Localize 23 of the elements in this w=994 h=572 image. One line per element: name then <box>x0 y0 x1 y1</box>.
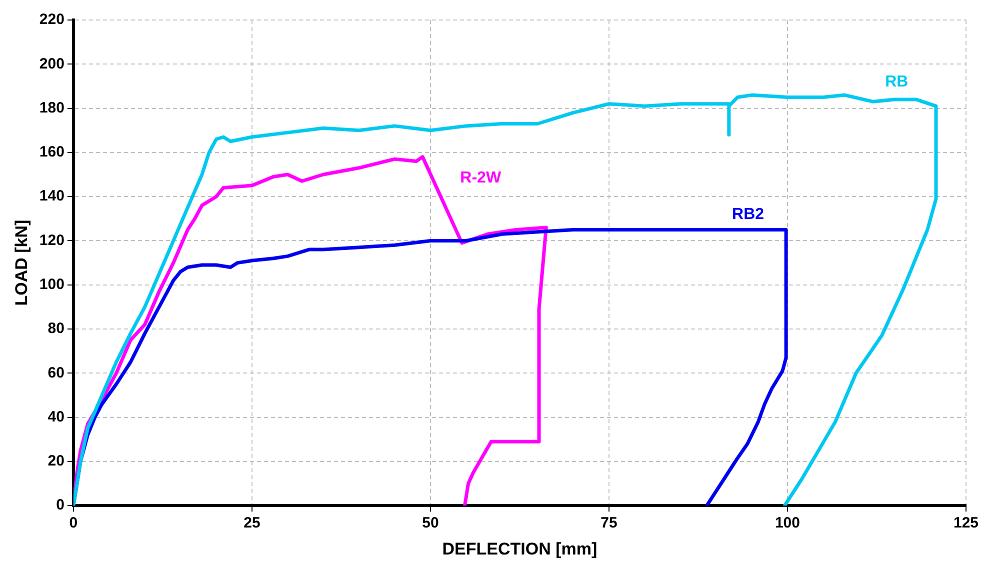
y-tick-label: 200 <box>39 55 64 72</box>
y-tick-label: 180 <box>39 99 64 116</box>
y-axis-title: LOAD [kN] <box>12 220 31 306</box>
y-tick-label: 80 <box>48 320 64 338</box>
series-label: RB <box>885 73 908 90</box>
y-tick-label: 100 <box>39 276 64 294</box>
x-tick-label: 75 <box>600 514 618 532</box>
x-tick-label: 100 <box>774 514 800 532</box>
y-tick-label: 20 <box>48 452 64 470</box>
y-tick-label: 0 <box>56 496 64 514</box>
x-tick-label: 25 <box>244 514 260 532</box>
y-tick-label: 220 <box>39 11 64 28</box>
x-tick-label: 0 <box>69 514 78 532</box>
series-label: R-2W <box>460 169 502 186</box>
x-tick-label: 125 <box>953 514 979 532</box>
y-tick-label: 120 <box>39 232 64 249</box>
y-tick-label: 60 <box>48 364 64 382</box>
y-tick-label: 140 <box>39 188 64 205</box>
x-tick-label: 50 <box>422 514 439 532</box>
y-tick-label: 160 <box>39 144 64 161</box>
x-axis-title: DEFLECTION [mm] <box>442 539 598 558</box>
series-label: RB2 <box>732 206 764 224</box>
y-tick-label: 40 <box>48 408 64 426</box>
